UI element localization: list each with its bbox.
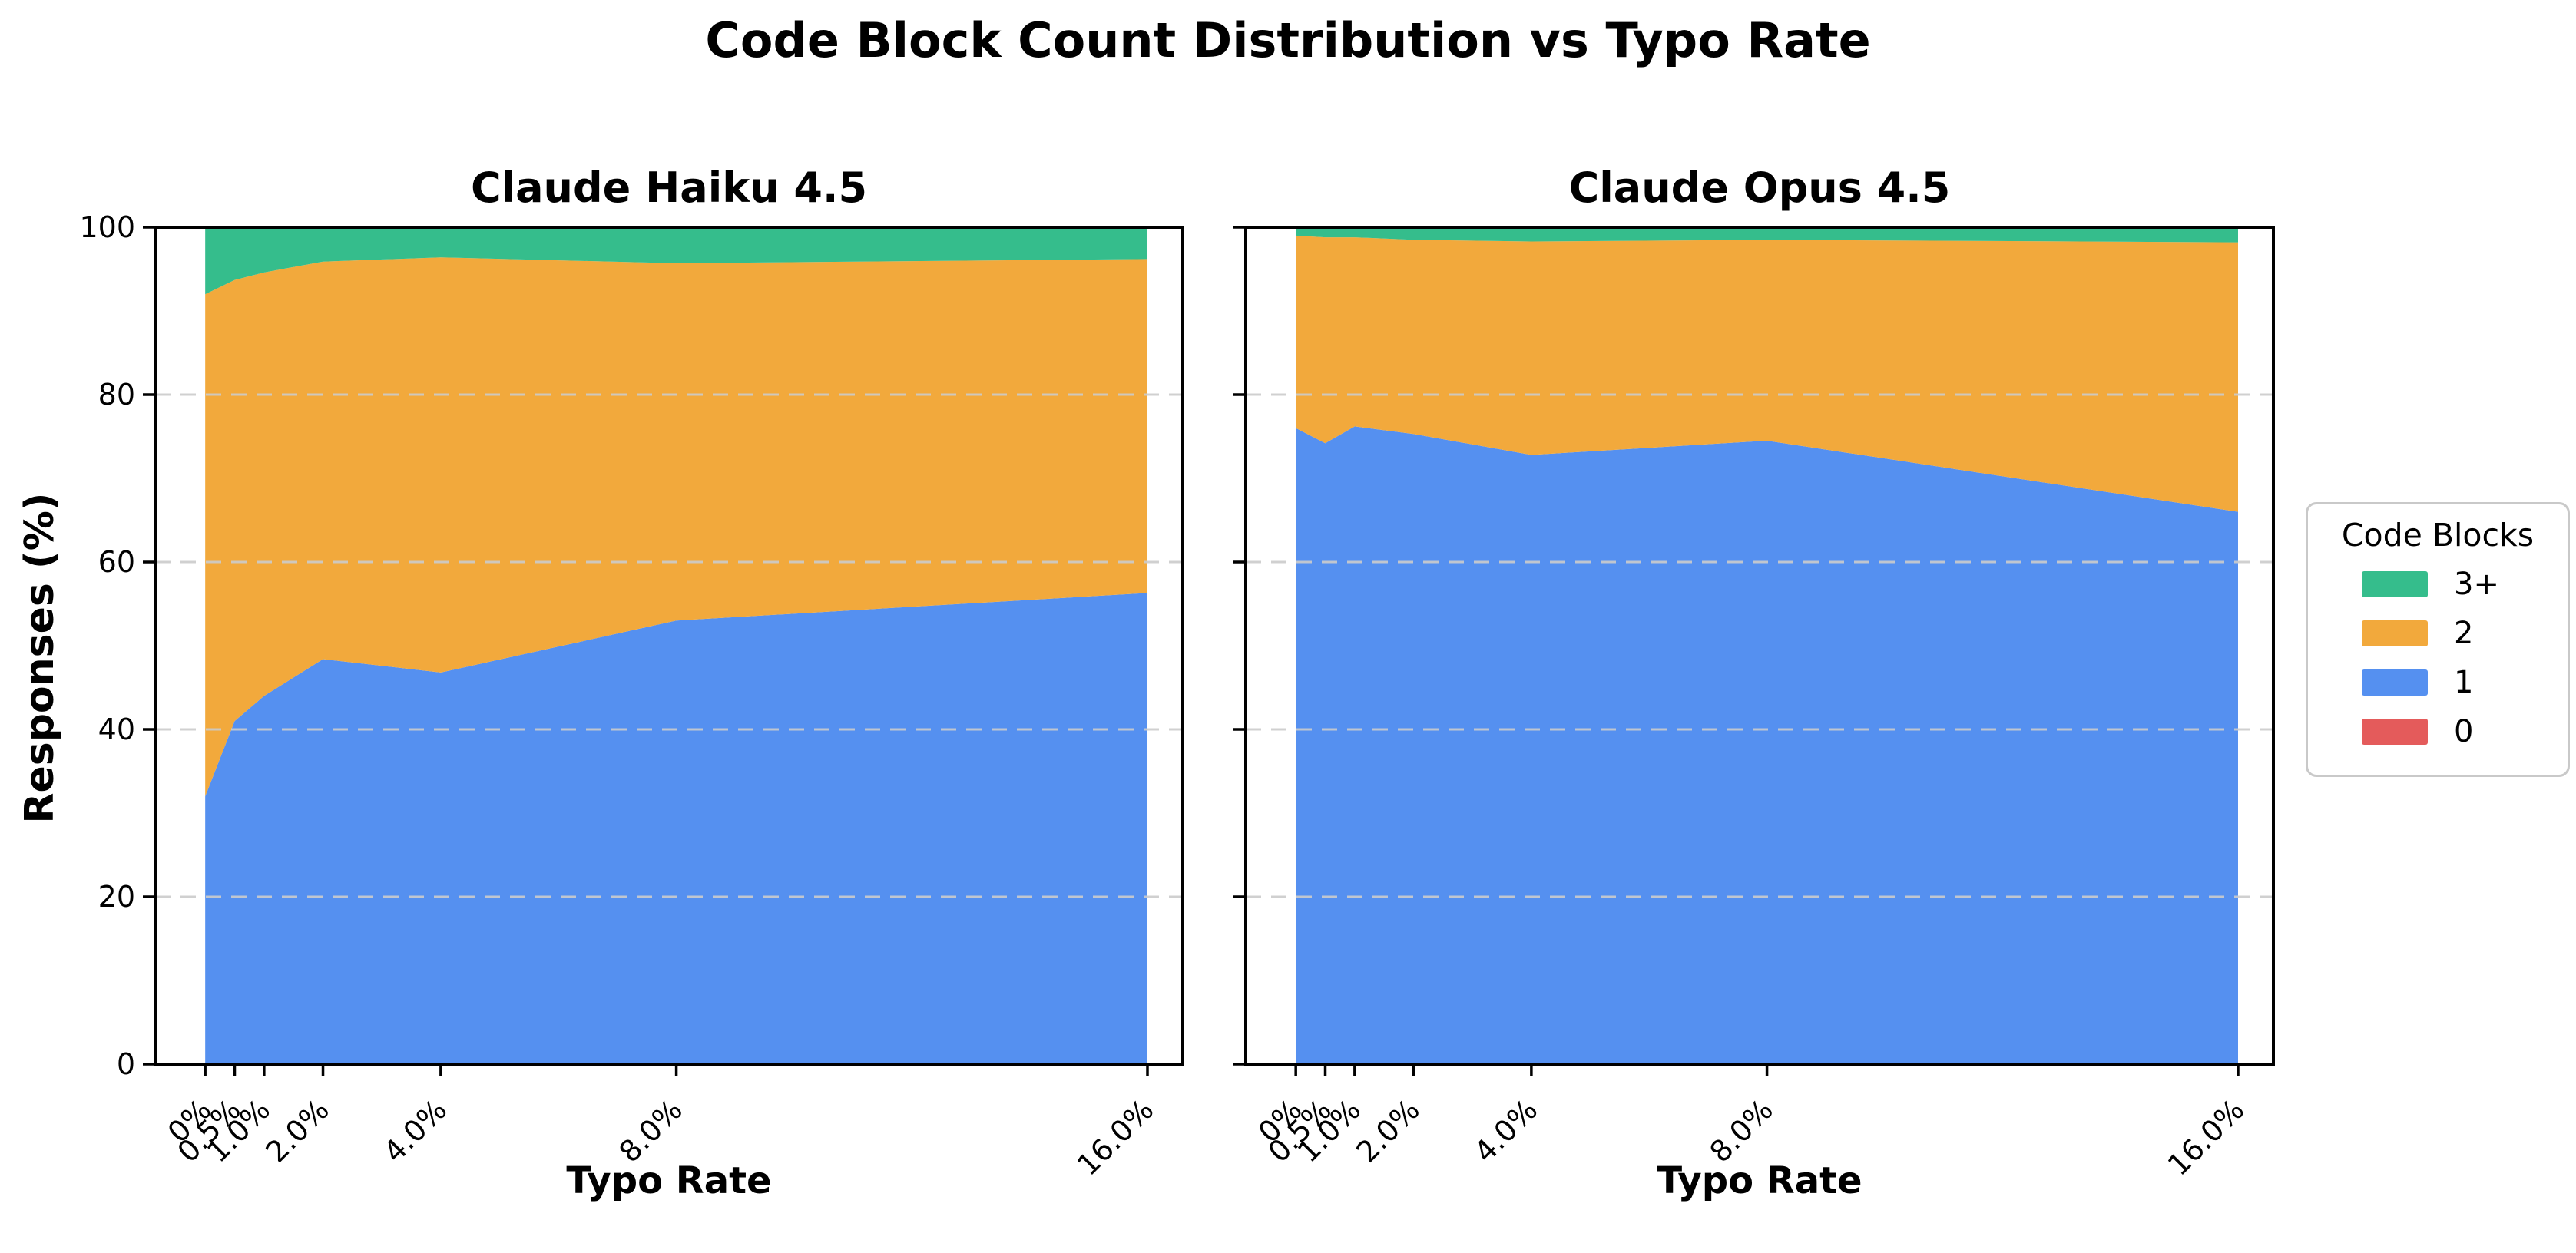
y-tick-label: 40: [98, 712, 135, 746]
legend-swatch-1: [2362, 669, 2428, 696]
y-tick-label: 60: [98, 545, 135, 579]
legend-label: 2: [2454, 616, 2474, 651]
legend-swatch-2: [2362, 620, 2428, 646]
legend-item-3plus: 3+: [2308, 560, 2568, 609]
y-tick-label: 0: [117, 1047, 135, 1081]
subplot-title-opus: Claude Opus 4.5: [1568, 164, 1951, 212]
legend-label: 1: [2454, 665, 2474, 700]
legend: Code Blocks 3+ 2 1 0: [2306, 502, 2570, 777]
plot-frame: [154, 226, 1184, 1066]
area-3+-blocks: [205, 227, 1147, 295]
figure-title: Code Block Count Distribution vs Typo Ra…: [705, 12, 1871, 68]
area-1-blocks: [1296, 426, 2238, 1064]
x-axis-label-haiku: Typo Rate: [566, 1159, 772, 1202]
legend-label: 3+: [2454, 567, 2499, 602]
subplot-title-haiku: Claude Haiku 4.5: [470, 164, 868, 212]
area-3+-blocks: [1296, 227, 2238, 243]
legend-item-0: 0: [2308, 707, 2568, 756]
legend-items: 3+ 2 1 0: [2308, 560, 2568, 756]
plot-frame: [1244, 226, 2275, 1066]
legend-label: 0: [2454, 714, 2474, 749]
legend-swatch-0: [2362, 719, 2428, 745]
y-tick-label: 100: [79, 210, 135, 244]
legend-title: Code Blocks: [2341, 517, 2535, 554]
x-axis-label-opus: Typo Rate: [1657, 1159, 1862, 1202]
legend-item-2: 2: [2308, 609, 2568, 658]
area-1-blocks: [205, 593, 1147, 1064]
area-2-blocks: [1296, 235, 2238, 512]
y-axis-label: Responses (%): [17, 492, 63, 824]
legend-swatch-3plus: [2362, 571, 2428, 597]
legend-item-1: 1: [2308, 658, 2568, 707]
area-2-blocks: [205, 257, 1147, 797]
y-tick-label: 20: [98, 880, 135, 914]
y-tick-label: 80: [98, 378, 135, 412]
